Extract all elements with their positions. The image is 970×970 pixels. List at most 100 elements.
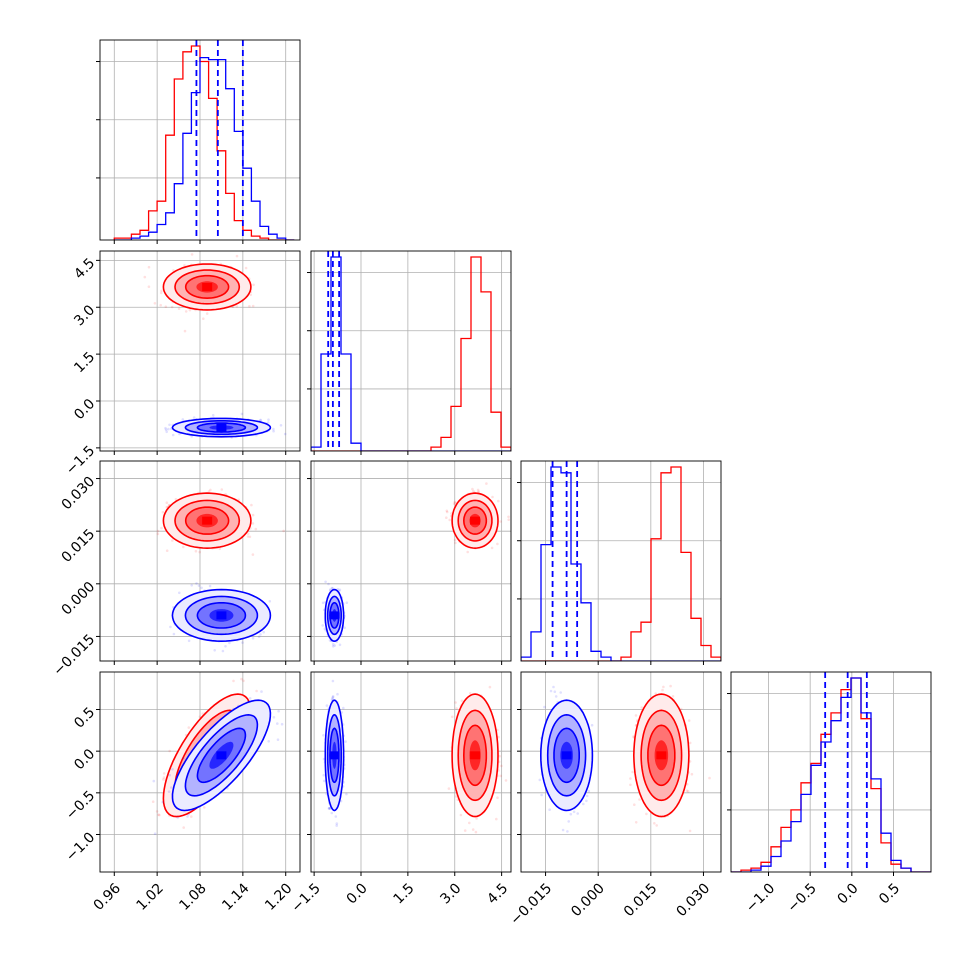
sample-point [330, 586, 334, 590]
sample-point [171, 433, 175, 437]
sample-point [240, 412, 244, 416]
sample-point [321, 601, 325, 605]
sample-point [213, 649, 216, 652]
contour-red [184, 506, 230, 535]
panel-frame [310, 250, 512, 452]
sample-point [160, 526, 163, 530]
panel-2-1 [307, 460, 512, 665]
sample-point [168, 749, 171, 753]
sample-point [507, 518, 511, 521]
sample-point [171, 539, 174, 542]
sample-point [197, 584, 201, 587]
panel-content [113, 40, 295, 240]
sample-point [181, 418, 185, 421]
sample-point [268, 600, 272, 603]
sample-point [246, 532, 250, 535]
contour-red [162, 263, 252, 311]
sample-point [251, 522, 255, 525]
sample-point [507, 515, 510, 519]
sample-point [159, 303, 162, 307]
sample-point [143, 275, 147, 279]
histogram-blue [311, 256, 511, 451]
sample-point [241, 641, 244, 644]
peak-red [202, 282, 213, 291]
sample-point [168, 423, 171, 427]
grid [100, 461, 300, 661]
sample-point [343, 626, 346, 629]
sample-point [187, 639, 191, 643]
y-tick-label: 1.5 [71, 349, 98, 376]
sample-point [329, 588, 332, 591]
sample-point [161, 510, 165, 514]
sample-point [169, 625, 172, 629]
sample-point [453, 500, 457, 504]
sample-point [164, 305, 168, 309]
panel-content [151, 677, 284, 835]
sample-point [235, 305, 239, 308]
sample-point [172, 632, 176, 636]
contour-blue [171, 417, 272, 438]
sample-point [331, 642, 335, 646]
sample-point [157, 813, 160, 816]
sample-point [471, 487, 474, 491]
y-tick-label: 0.015 [59, 526, 99, 566]
contour-blue [196, 422, 247, 433]
sample-point [499, 520, 502, 523]
sample-point [147, 285, 151, 289]
panel-frame [520, 460, 722, 662]
sample-point [321, 624, 325, 627]
sample-point [251, 513, 255, 517]
sample-point [188, 308, 192, 312]
sample-point [198, 715, 202, 718]
panel-content [321, 482, 511, 648]
sample-point [251, 304, 255, 308]
sample-point [485, 482, 488, 485]
sample-point [251, 636, 255, 640]
sample-point [248, 304, 251, 308]
sample-point [153, 302, 157, 305]
sample-point [201, 712, 204, 715]
sample-point [490, 546, 494, 550]
sample-point [272, 427, 275, 431]
sample-point [445, 509, 449, 513]
histogram-red [311, 256, 511, 451]
sample-point [472, 489, 475, 493]
sample-point [162, 776, 166, 779]
sample-point [151, 800, 155, 803]
sample-point [205, 312, 209, 315]
contour-red [462, 506, 488, 535]
sample-point [182, 826, 185, 829]
sample-point [200, 586, 203, 590]
sample-point [190, 584, 193, 587]
contour-blue [324, 588, 345, 643]
sample-point [259, 418, 262, 422]
sample-point [211, 413, 215, 417]
sample-point [220, 488, 224, 491]
panel-content [143, 253, 287, 439]
sample-point [165, 549, 169, 552]
contour-red [162, 492, 252, 550]
sample-point [262, 630, 266, 634]
sample-point [195, 582, 198, 585]
sample-point [267, 418, 270, 422]
sample-point [165, 430, 168, 434]
panel-3-0: 0.96 1.02 1.08 1.14 1.20−1.0−0.50.00.5 [63, 671, 301, 914]
sample-point [249, 293, 252, 297]
sample-point [491, 495, 494, 499]
sample-point [466, 550, 470, 554]
contour-blue [171, 588, 272, 643]
sample-point [477, 490, 481, 494]
sample-point [246, 535, 250, 538]
histogram-blue [114, 56, 295, 240]
sample-point [158, 813, 161, 817]
sample-point [272, 429, 275, 433]
sample-point [155, 810, 159, 813]
sample-point [338, 588, 342, 592]
sample-point [165, 501, 169, 505]
sample-point [333, 644, 337, 647]
contour-red [184, 274, 230, 300]
panel-frame [310, 460, 512, 662]
sample-point [164, 426, 167, 430]
sample-point [221, 649, 225, 653]
